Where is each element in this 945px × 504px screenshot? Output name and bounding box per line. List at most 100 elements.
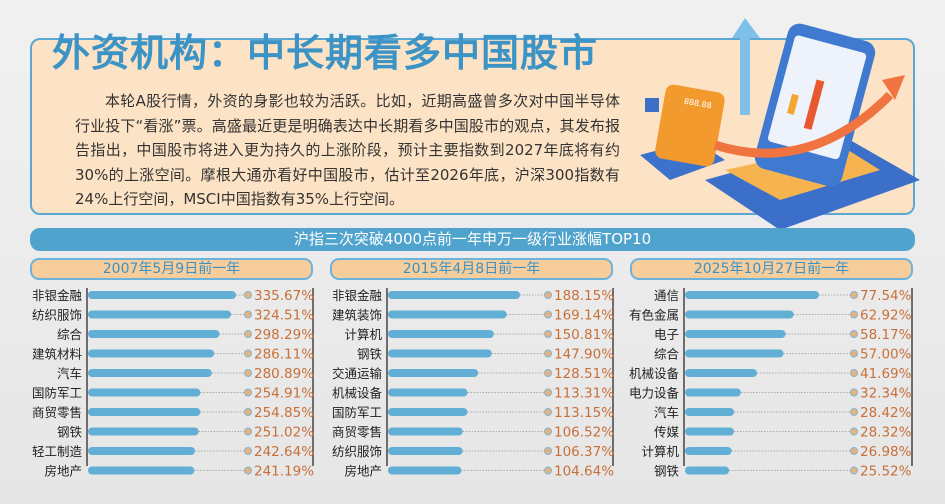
value-label: 147.90% bbox=[554, 347, 614, 363]
category-label: 国防军工 bbox=[32, 386, 82, 401]
category-label: 纺织服饰 bbox=[32, 308, 82, 323]
value-label: 280.89% bbox=[254, 366, 314, 382]
value-label: 77.54% bbox=[860, 288, 912, 304]
bar bbox=[388, 369, 479, 377]
category-label: 传媒 bbox=[654, 425, 680, 440]
bar bbox=[88, 330, 220, 338]
category-label: 机械设备 bbox=[332, 386, 383, 401]
value-dot bbox=[244, 447, 252, 455]
value-label: 26.98% bbox=[860, 444, 912, 460]
value-label: 28.32% bbox=[860, 425, 912, 441]
category-label: 通信 bbox=[654, 288, 679, 303]
intro-paragraph: 本轮A股行情，外资的身影也较为活跃。比如，近期高盛曾多次对中国半导体行业投下“看… bbox=[75, 92, 620, 208]
value-label: 113.15% bbox=[554, 405, 614, 421]
category-label: 房地产 bbox=[344, 464, 382, 479]
category-label: 国防军工 bbox=[332, 405, 382, 420]
bar bbox=[685, 330, 786, 338]
bar bbox=[388, 408, 468, 416]
bar bbox=[685, 310, 794, 319]
bar bbox=[88, 427, 199, 436]
value-dot bbox=[544, 447, 552, 455]
category-label: 非银金融 bbox=[332, 288, 383, 303]
category-label: 非银金融 bbox=[32, 288, 83, 303]
value-dot bbox=[850, 369, 858, 377]
value-label: 62.92% bbox=[860, 308, 912, 324]
value-dot bbox=[544, 330, 552, 338]
value-dot bbox=[850, 466, 858, 475]
panel-title-2015: 2015年4月8日前一年 bbox=[330, 258, 613, 280]
cube-icon bbox=[645, 98, 659, 112]
category-label: 钢铁 bbox=[654, 464, 680, 479]
bar bbox=[388, 447, 463, 455]
bar bbox=[685, 291, 819, 299]
bar bbox=[388, 466, 462, 475]
category-label: 综合 bbox=[57, 327, 83, 342]
category-label: 商贸零售 bbox=[332, 425, 382, 440]
category-label: 钢铁 bbox=[357, 347, 383, 362]
category-label: 电力设备 bbox=[629, 386, 680, 401]
value-label: 254.91% bbox=[254, 386, 314, 402]
category-label: 计算机 bbox=[641, 444, 679, 459]
value-label: 335.67% bbox=[254, 288, 314, 304]
up-arrow-blue-icon bbox=[740, 35, 750, 115]
value-dot bbox=[544, 427, 552, 436]
category-label: 房地产 bbox=[44, 464, 82, 479]
bar bbox=[388, 349, 492, 358]
value-dot bbox=[544, 408, 552, 416]
bar bbox=[685, 369, 758, 377]
bar bbox=[388, 330, 494, 338]
category-label: 建筑材料 bbox=[32, 347, 83, 362]
up-arrow-orange-icon bbox=[713, 91, 894, 158]
panel-title-2025: 2025年10月27日前一年 bbox=[630, 258, 913, 280]
bar bbox=[88, 369, 212, 377]
stock-illustration: 888.88 bbox=[640, 18, 920, 230]
value-label: 28.42% bbox=[860, 405, 912, 421]
category-label: 综合 bbox=[654, 347, 680, 362]
bar bbox=[685, 427, 734, 436]
value-label: 251.02% bbox=[254, 425, 314, 441]
value-dot bbox=[544, 349, 552, 358]
bar bbox=[88, 466, 195, 475]
value-dot bbox=[850, 349, 858, 358]
value-dot bbox=[850, 330, 858, 338]
category-label: 纺织服饰 bbox=[332, 444, 382, 459]
value-label: 106.37% bbox=[554, 444, 614, 460]
bar bbox=[88, 349, 215, 358]
value-dot bbox=[244, 291, 252, 299]
arrow-head-icon bbox=[732, 18, 760, 38]
value-label: 58.17% bbox=[860, 327, 912, 343]
value-dot bbox=[544, 369, 552, 377]
value-dot bbox=[244, 388, 252, 397]
value-dot bbox=[544, 310, 552, 319]
value-label: 32.34% bbox=[860, 386, 912, 402]
arrow-head-icon bbox=[882, 75, 905, 100]
bar bbox=[388, 291, 520, 299]
bar bbox=[388, 427, 463, 436]
value-dot bbox=[244, 349, 252, 358]
value-dot bbox=[850, 291, 858, 299]
bar bbox=[388, 388, 468, 397]
value-label: 241.19% bbox=[254, 464, 314, 480]
bar bbox=[88, 310, 232, 319]
value-label: 41.69% bbox=[860, 366, 912, 382]
value-dot bbox=[850, 310, 858, 319]
value-dot bbox=[544, 291, 552, 299]
category-label: 电子 bbox=[654, 327, 679, 342]
bar-charts: 非银金融 335.67% 纺织服饰 324.51% 综合 298.29% 建筑材料 286.1… bbox=[32, 288, 913, 480]
value-label: 188.15% bbox=[554, 288, 614, 304]
page-title: 外资机构：中长期看多中国股市 bbox=[44, 22, 607, 77]
value-label: 169.14% bbox=[554, 308, 614, 324]
category-label: 交通运输 bbox=[332, 366, 383, 381]
value-dot bbox=[244, 408, 252, 416]
category-label: 计算机 bbox=[344, 327, 382, 342]
bar bbox=[88, 388, 201, 397]
bar bbox=[88, 408, 201, 416]
chart-banner-title: 沪指三次突破4000点前一年申万一级行业涨幅TOP10 bbox=[30, 228, 915, 251]
value-dot bbox=[244, 369, 252, 377]
value-label: 57.00% bbox=[860, 347, 912, 363]
category-label: 建筑装饰 bbox=[332, 308, 382, 323]
category-label: 机械设备 bbox=[629, 366, 680, 381]
value-label: 113.31% bbox=[554, 386, 614, 402]
bar bbox=[685, 447, 732, 455]
value-dot bbox=[544, 388, 552, 397]
